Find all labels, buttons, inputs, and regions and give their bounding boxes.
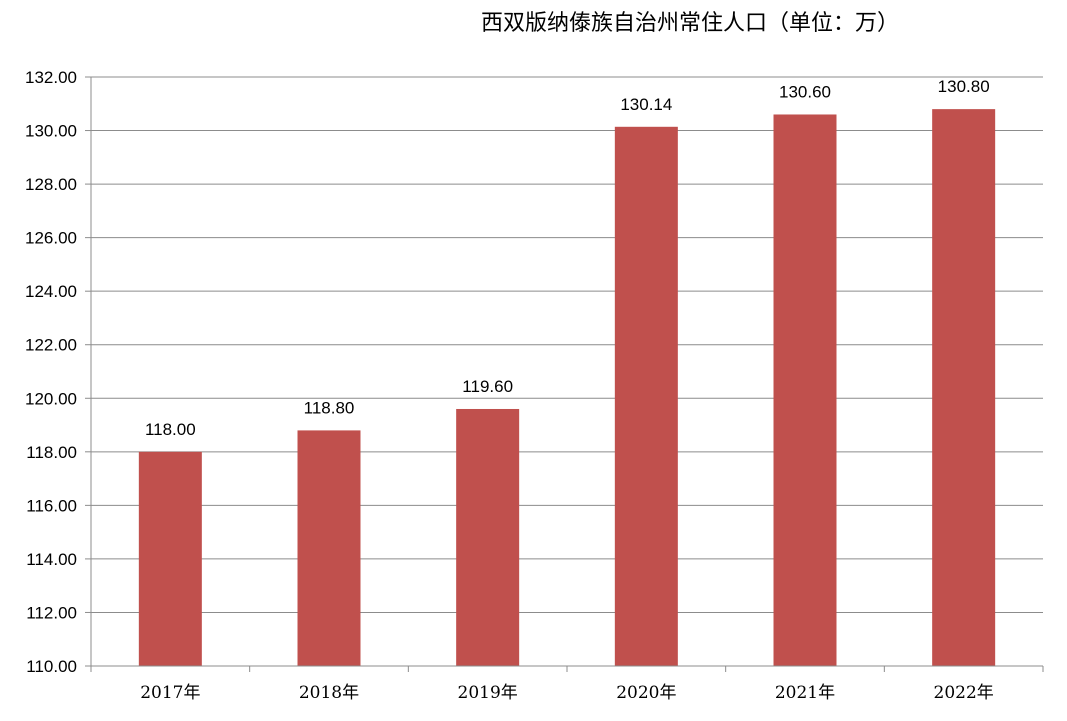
bar: [456, 408, 520, 666]
y-tick-label: 118.00: [26, 443, 77, 462]
bar: [773, 114, 837, 667]
x-tick-label: 2019年: [458, 683, 518, 703]
y-tick-label: 114.00: [26, 550, 77, 569]
y-tick-label: 112.00: [26, 603, 77, 622]
bar: [138, 451, 202, 666]
gridlines: [91, 76, 1043, 667]
data-label: 130.80: [938, 77, 990, 96]
y-tick-label: 122.00: [25, 336, 77, 355]
data-label: 130.14: [620, 95, 672, 114]
bars: [138, 109, 996, 667]
x-tick-label: 2021年: [775, 683, 835, 703]
data-label: 118.80: [304, 398, 355, 417]
data-label: 118.00: [145, 420, 196, 439]
y-tick-label: 128.00: [25, 175, 77, 194]
y-tick-label: 120.00: [25, 389, 77, 408]
data-label: 130.60: [779, 82, 831, 101]
bar: [614, 126, 678, 667]
x-tick-label: 2018年: [299, 683, 359, 703]
x-tick-label: 2017年: [140, 683, 200, 703]
y-tick-label: 130.00: [25, 122, 77, 141]
x-tick-label: 2020年: [616, 683, 676, 703]
y-tick-label: 132.00: [25, 68, 77, 87]
y-tick-label: 126.00: [25, 229, 77, 248]
data-label: 119.60: [462, 377, 513, 396]
y-tick-label: 116.00: [26, 496, 77, 515]
bar: [932, 109, 996, 667]
y-tick-label: 110.00: [26, 657, 77, 676]
chart-title: 西双版纳傣族自治州常住人口（单位：万）: [481, 11, 899, 36]
axes: 110.00 112.00 114.00 116.00 118.00 120.00 122.…: [25, 68, 1044, 703]
x-tick-label: 2022年: [934, 683, 994, 703]
data-labels: 118.00 118.80 119.60 130.14 130.60 130.80: [145, 77, 990, 439]
y-tick-label: 124.00: [25, 282, 77, 301]
bar: [297, 430, 361, 666]
